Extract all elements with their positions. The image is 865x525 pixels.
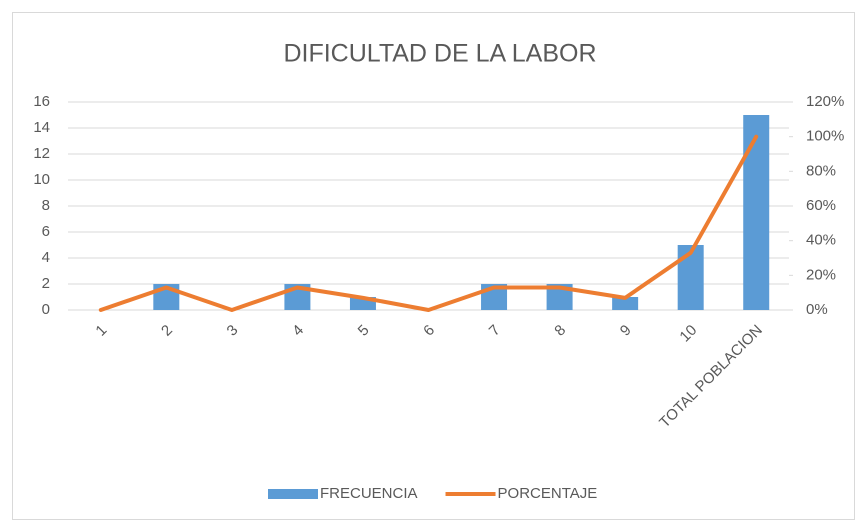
bar bbox=[677, 245, 704, 310]
y2-tick-label: 20% bbox=[806, 266, 836, 283]
y2-tick-label: 100% bbox=[806, 128, 844, 145]
y2-tick-label: 120% bbox=[806, 93, 844, 110]
y-tick-label: 0 bbox=[42, 301, 50, 318]
y-tick-label: 12 bbox=[33, 145, 50, 162]
chart-title: DIFICULTAD DE LA LABOR bbox=[283, 40, 596, 68]
y2-tick-label: 60% bbox=[806, 197, 836, 214]
y2-tick-label: 40% bbox=[806, 232, 836, 249]
y2-tick-label: 0% bbox=[806, 301, 828, 318]
line bbox=[98, 134, 759, 312]
chart-border bbox=[12, 12, 855, 520]
y-tick-label: 14 bbox=[33, 119, 50, 136]
legend-swatch bbox=[268, 489, 318, 499]
y2-tick-label: 80% bbox=[806, 162, 836, 179]
y-tick-label: 8 bbox=[42, 197, 50, 214]
bar bbox=[743, 115, 770, 310]
y-tick-label: 2 bbox=[42, 275, 50, 292]
y-tick-label: 16 bbox=[33, 93, 50, 110]
legend-label: FRECUENCIA bbox=[320, 485, 418, 502]
bar bbox=[612, 297, 639, 310]
y-tick-label: 6 bbox=[42, 223, 50, 240]
y-tick-label: 4 bbox=[42, 249, 50, 266]
legend-label: PORCENTAJE bbox=[498, 485, 598, 502]
y-tick-label: 10 bbox=[33, 171, 50, 188]
